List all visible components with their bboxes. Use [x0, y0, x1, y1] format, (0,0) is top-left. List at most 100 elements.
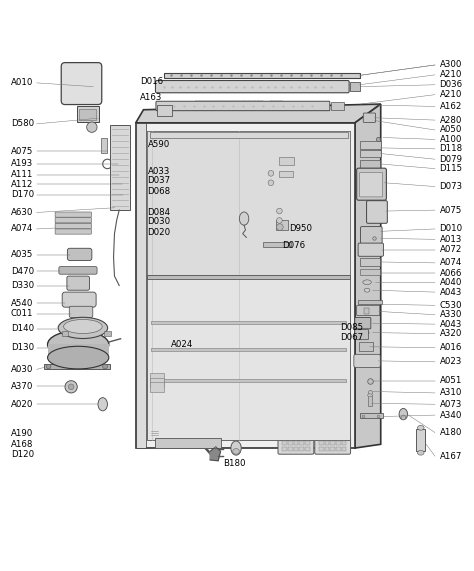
Ellipse shape [58, 317, 108, 339]
FancyBboxPatch shape [67, 276, 90, 290]
FancyBboxPatch shape [366, 200, 387, 223]
Ellipse shape [401, 415, 406, 420]
Text: A051: A051 [440, 376, 462, 385]
Text: A074: A074 [440, 259, 462, 267]
FancyBboxPatch shape [278, 436, 314, 454]
Bar [288, 447, 292, 451]
Text: A112: A112 [11, 180, 33, 188]
Text: A016: A016 [440, 343, 462, 352]
Text: D076: D076 [282, 241, 305, 250]
Text: A210: A210 [440, 90, 462, 99]
Text: A167: A167 [440, 452, 462, 461]
Bar [101, 139, 108, 152]
Bar [288, 441, 292, 445]
Bar [151, 348, 346, 351]
Text: A040: A040 [440, 278, 462, 287]
Text: B180: B180 [223, 459, 246, 468]
Ellipse shape [418, 451, 424, 455]
Text: D037: D037 [147, 176, 171, 186]
Bar [368, 395, 372, 405]
Ellipse shape [363, 280, 371, 284]
Text: A024: A024 [171, 340, 193, 349]
Bar [359, 150, 381, 157]
Circle shape [68, 384, 74, 389]
FancyBboxPatch shape [360, 227, 382, 244]
Text: D016: D016 [140, 77, 164, 86]
Text: A280: A280 [440, 115, 462, 124]
Bar [357, 300, 382, 304]
Text: D115: D115 [439, 164, 462, 173]
Bar [360, 258, 380, 266]
Bar [79, 109, 96, 120]
Bar [336, 447, 341, 451]
Bar [319, 441, 324, 445]
Text: C530: C530 [440, 301, 462, 310]
Bar [62, 331, 68, 336]
Text: ~~~~~~~~~~~~~~~~~~~~~  ~~~~: ~~~~~~~~~~~~~~~~~~~~~ ~~~~ [195, 98, 283, 103]
Bar [305, 447, 310, 451]
Text: D130: D130 [11, 343, 34, 352]
FancyBboxPatch shape [59, 267, 97, 274]
Text: A010: A010 [11, 78, 33, 87]
Ellipse shape [64, 319, 102, 333]
Text: D170: D170 [11, 190, 34, 199]
Bar [358, 342, 373, 351]
Text: A043: A043 [440, 288, 462, 296]
FancyBboxPatch shape [61, 63, 102, 104]
Text: D068: D068 [147, 187, 171, 196]
Bar [330, 441, 335, 445]
Ellipse shape [239, 212, 249, 225]
Bar [331, 102, 345, 110]
Text: D010: D010 [439, 224, 462, 234]
FancyBboxPatch shape [354, 354, 380, 368]
Circle shape [277, 218, 282, 223]
Circle shape [277, 224, 283, 230]
Bar [147, 131, 350, 440]
Bar [330, 447, 335, 451]
Ellipse shape [364, 321, 370, 325]
Ellipse shape [98, 397, 108, 411]
Bar [151, 321, 346, 324]
Text: A540: A540 [11, 299, 33, 308]
Bar [47, 344, 109, 357]
FancyBboxPatch shape [62, 292, 96, 307]
Text: A020: A020 [11, 400, 33, 409]
Bar [150, 132, 348, 139]
Bar [299, 441, 304, 445]
FancyBboxPatch shape [359, 172, 383, 197]
Bar [350, 82, 360, 91]
Polygon shape [355, 104, 381, 448]
Text: A073: A073 [440, 400, 462, 409]
Text: A168: A168 [11, 440, 33, 449]
Text: A075: A075 [440, 206, 462, 215]
Text: D085: D085 [340, 323, 363, 332]
Bar [416, 429, 426, 451]
Bar [136, 123, 146, 448]
Bar [151, 428, 158, 436]
Text: D470: D470 [11, 267, 34, 276]
Text: A630: A630 [11, 208, 33, 217]
Bar [164, 73, 359, 78]
Text: A340: A340 [440, 411, 462, 420]
Bar [150, 383, 164, 392]
Bar [319, 447, 324, 451]
FancyBboxPatch shape [363, 113, 375, 122]
FancyBboxPatch shape [358, 243, 383, 256]
Bar [364, 308, 369, 314]
Text: D030: D030 [147, 218, 171, 226]
Text: A013: A013 [440, 235, 462, 244]
Text: D020: D020 [147, 228, 171, 237]
FancyBboxPatch shape [156, 101, 330, 111]
Polygon shape [210, 447, 220, 461]
Text: A193: A193 [11, 159, 33, 168]
FancyBboxPatch shape [315, 436, 351, 454]
Text: A163: A163 [140, 93, 163, 102]
Bar [157, 106, 172, 116]
Bar [263, 242, 291, 247]
Bar [342, 447, 346, 451]
Text: A210: A210 [440, 70, 462, 79]
Bar [147, 131, 350, 275]
Bar [325, 447, 329, 451]
Bar [110, 125, 129, 210]
FancyBboxPatch shape [357, 168, 386, 200]
